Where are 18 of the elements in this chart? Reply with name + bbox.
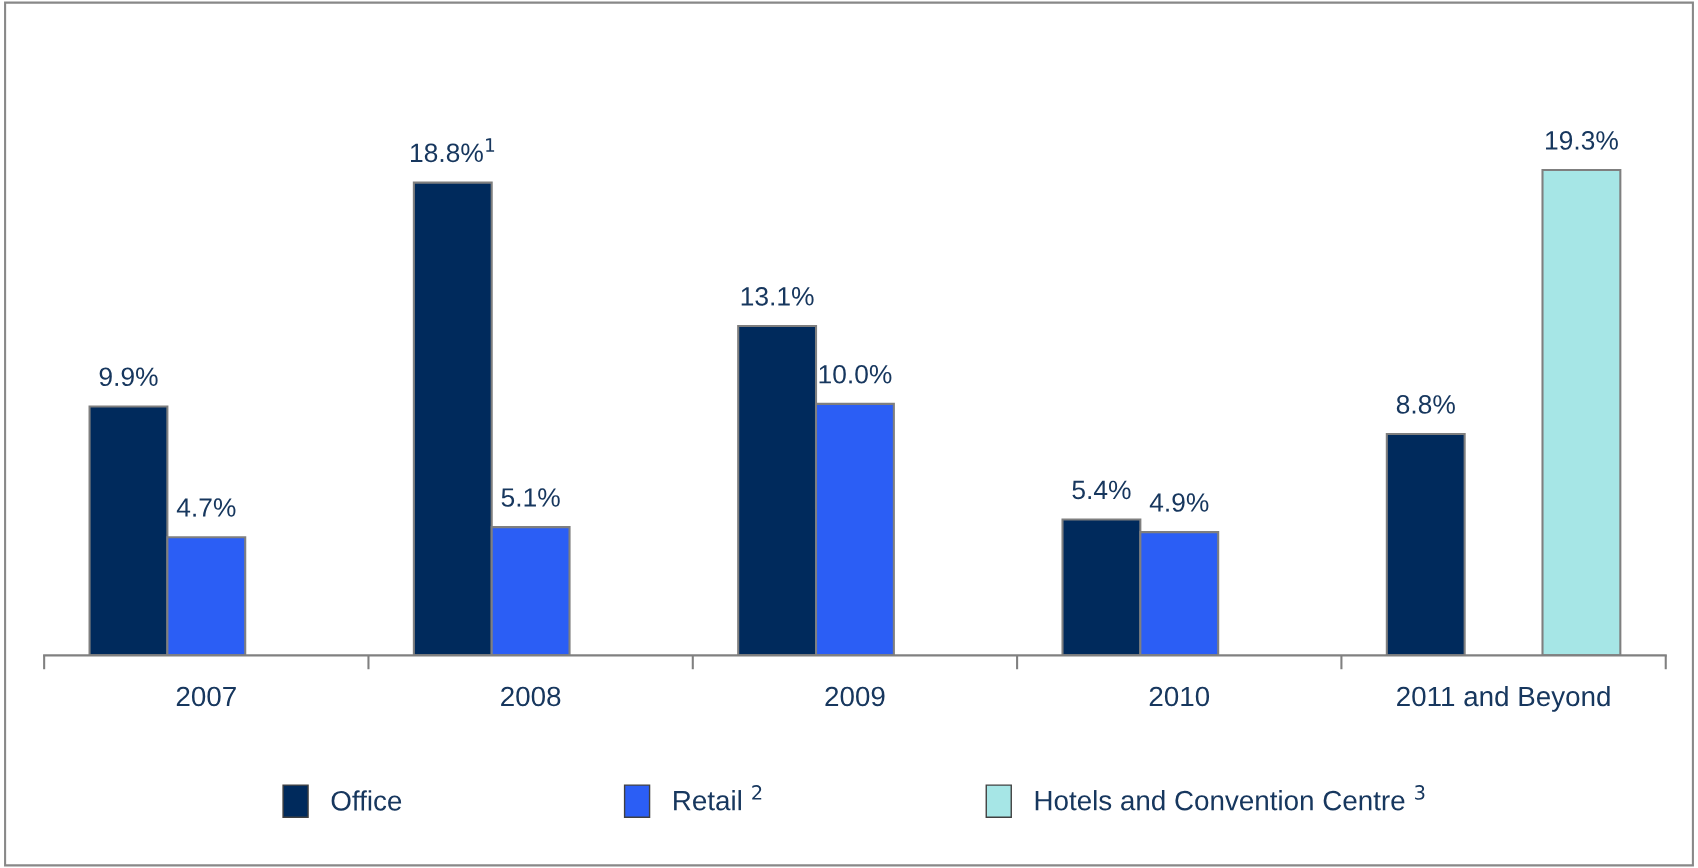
data-label: 18.8%$^{1}$ bbox=[411, 138, 495, 163]
x-tick-label: 2009 bbox=[825, 686, 885, 707]
data-label: 9.9% bbox=[99, 367, 158, 387]
data-label: 4.9% bbox=[1149, 493, 1209, 512]
x-tick-label: 2008 bbox=[501, 686, 561, 707]
data-label: 5.4% bbox=[1072, 480, 1131, 500]
data-label: 8.8% bbox=[1396, 395, 1455, 414]
x-tick-label: 2007 bbox=[176, 686, 236, 707]
data-label: 10.0% bbox=[819, 364, 892, 384]
data-label: 19.3% bbox=[1546, 131, 1618, 150]
data-label: 5.1% bbox=[501, 488, 560, 507]
legend-label: Retail $^{2}$ bbox=[674, 785, 762, 811]
legend-label: Office bbox=[331, 790, 402, 811]
legend-label: Hotels and Convention Centre $^{3}$ bbox=[1035, 785, 1425, 811]
data-label: 13.1% bbox=[741, 286, 814, 306]
x-tick-label: 2011 and Beyond bbox=[1397, 685, 1610, 712]
data-label: 4.7% bbox=[176, 498, 236, 517]
x-tick-label: 2010 bbox=[1149, 686, 1210, 707]
